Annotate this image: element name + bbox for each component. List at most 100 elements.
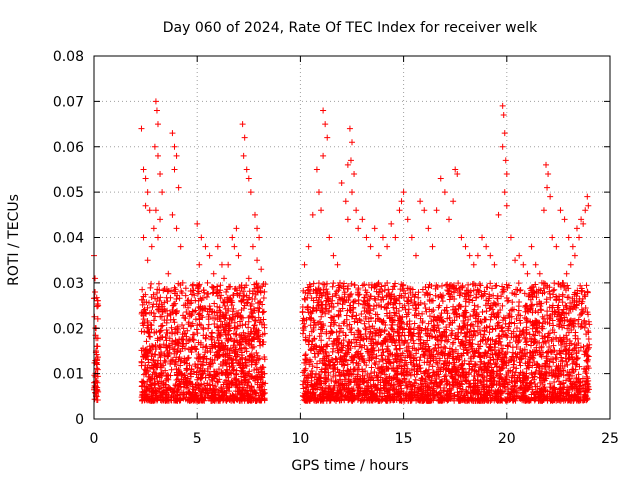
data-point: [436, 329, 443, 336]
data-point: [421, 207, 428, 214]
data-point: [527, 342, 534, 349]
data-point: [458, 234, 465, 241]
data-point: [208, 376, 215, 383]
data-point: [219, 351, 226, 358]
data-point: [474, 303, 481, 310]
data-point: [330, 280, 337, 287]
data-point: [190, 368, 197, 375]
data-point: [520, 261, 527, 268]
data-point: [498, 324, 505, 331]
data-point: [563, 270, 570, 277]
data-point: [336, 328, 343, 335]
data-point: [179, 336, 186, 343]
data-point: [382, 379, 389, 386]
data-point: [189, 336, 196, 343]
data-point: [236, 360, 243, 367]
data-point: [157, 328, 164, 335]
data-point: [495, 319, 502, 326]
data-point: [536, 364, 543, 371]
data-point: [532, 261, 539, 268]
data-point: [557, 381, 564, 388]
data-point: [334, 345, 341, 352]
data-point: [171, 143, 178, 150]
data-point: [585, 311, 592, 318]
data-point: [517, 369, 524, 376]
data-point: [389, 317, 396, 324]
data-point: [140, 353, 147, 360]
data-point: [174, 349, 181, 356]
data-point: [154, 337, 161, 344]
data-point: [154, 397, 161, 404]
data-point: [502, 157, 509, 164]
data-point: [567, 261, 574, 268]
data-point: [164, 372, 171, 379]
data-point: [405, 343, 412, 350]
data-point: [565, 322, 572, 329]
data-point: [218, 261, 225, 268]
data-point: [229, 299, 236, 306]
data-point: [236, 340, 243, 347]
data-point: [344, 392, 351, 399]
data-point: [389, 351, 396, 358]
data-point: [165, 270, 172, 277]
data-point: [254, 225, 261, 232]
data-point: [473, 294, 480, 301]
data-point: [444, 281, 451, 288]
data-point: [396, 333, 403, 340]
data-point: [150, 291, 157, 298]
data-point: [540, 285, 547, 292]
data-point: [580, 319, 587, 326]
data-point: [219, 370, 226, 377]
data-point: [487, 280, 494, 287]
data-point: [225, 377, 232, 384]
data-point: [207, 356, 214, 363]
data-point: [422, 305, 429, 312]
data-point: [455, 303, 462, 310]
data-point: [575, 340, 582, 347]
data-point: [324, 134, 331, 141]
data-point: [161, 357, 168, 364]
data-point: [458, 284, 465, 291]
data-point: [487, 337, 494, 344]
data-point: [251, 322, 258, 329]
data-point: [173, 376, 180, 383]
data-point: [513, 324, 520, 331]
data-point: [185, 354, 192, 361]
data-point: [412, 376, 419, 383]
data-point: [149, 375, 156, 382]
data-point: [466, 252, 473, 259]
data-point: [161, 317, 168, 324]
data-point: [203, 387, 210, 394]
data-point: [168, 324, 175, 331]
data-point: [301, 367, 308, 374]
data-point: [480, 360, 487, 367]
data-point: [575, 348, 582, 355]
data-point: [195, 381, 202, 388]
data-point: [577, 344, 584, 351]
data-point: [308, 328, 315, 335]
data-point: [388, 220, 395, 227]
data-point: [229, 315, 236, 322]
data-point: [233, 382, 240, 389]
data-point: [507, 234, 514, 241]
data-point: [450, 396, 457, 403]
data-point: [261, 288, 268, 295]
data-point: [578, 300, 585, 307]
data-point: [170, 394, 177, 401]
data-point: [415, 336, 422, 343]
data-point: [300, 287, 307, 294]
data-point: [140, 293, 147, 300]
data-point: [381, 326, 388, 333]
data-point: [492, 351, 499, 358]
data-point: [238, 314, 245, 321]
data-point: [183, 309, 190, 316]
data-point: [139, 301, 146, 308]
data-point: [516, 359, 523, 366]
data-point: [396, 300, 403, 307]
data-point: [532, 389, 539, 396]
data-point: [393, 353, 400, 360]
data-point: [243, 382, 250, 389]
data-point: [309, 363, 316, 370]
data-point: [477, 282, 484, 289]
